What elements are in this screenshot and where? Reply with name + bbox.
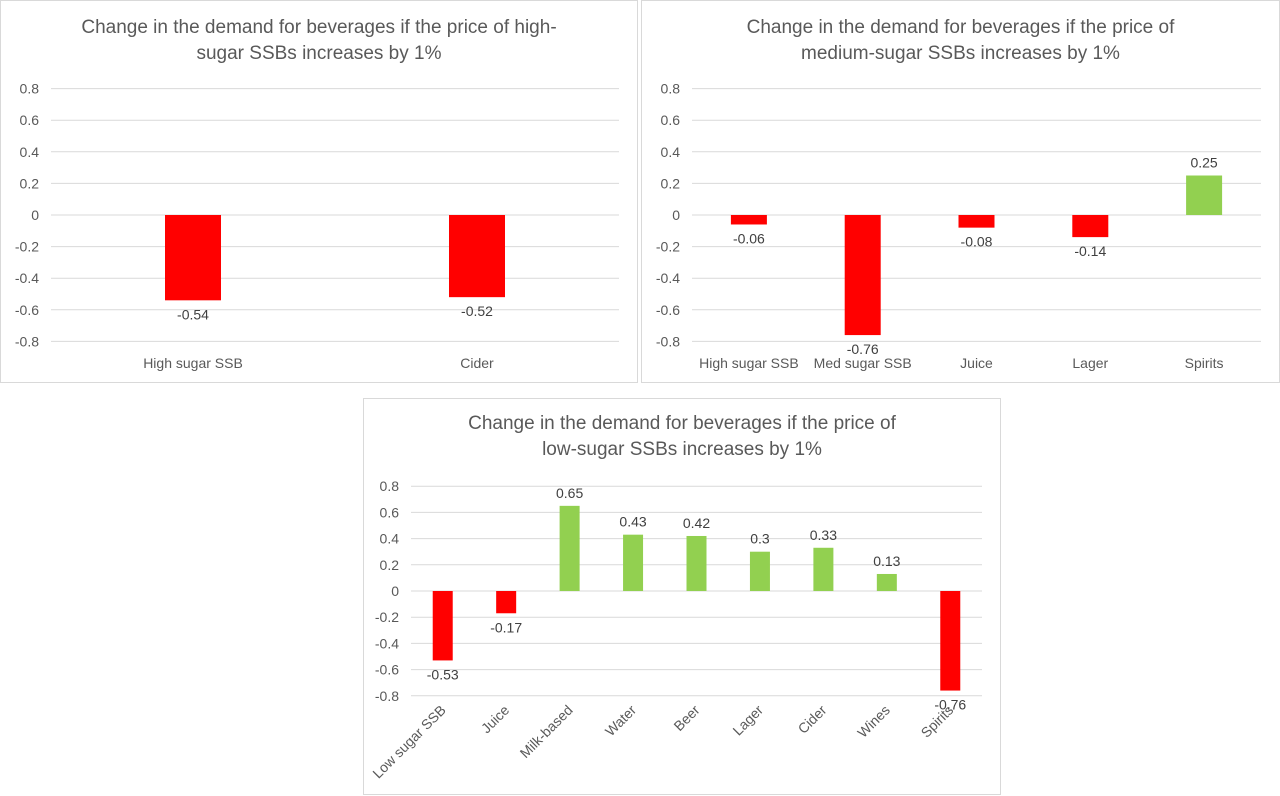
y-tick-label: 0.6 xyxy=(380,504,400,520)
data-label: 0.43 xyxy=(619,514,646,530)
data-label: 0.25 xyxy=(1190,155,1217,171)
y-tick-label: -0.8 xyxy=(375,688,399,704)
data-label: -0.54 xyxy=(177,306,209,322)
y-tick-label: -0.4 xyxy=(15,270,39,286)
bar xyxy=(165,215,221,301)
category-label: High sugar SSB xyxy=(699,355,799,371)
bar-chart-medium-sugar: 0.8 0.6 0.4 0.2 0 -0.2 -0.4 -0.6 -0.8 -0.06 High s… xyxy=(656,81,1261,371)
data-label: -0.14 xyxy=(1074,243,1106,259)
data-label: 0.13 xyxy=(873,553,900,569)
bar xyxy=(730,215,767,225)
chart-panel-high-sugar: Change in the demand for beverages if th… xyxy=(0,0,638,383)
y-tick-label: -0.2 xyxy=(15,239,39,255)
data-label: -0.06 xyxy=(733,230,765,246)
category-label: Low sugar SSB xyxy=(369,702,449,782)
y-tick-label: -0.6 xyxy=(656,302,680,318)
bar xyxy=(623,534,644,591)
data-label: 0.65 xyxy=(556,485,583,501)
y-tick-label: 0.6 xyxy=(20,112,40,128)
y-tick-label: 0.4 xyxy=(661,144,681,160)
chart-panel-medium-sugar: Change in the demand for beverages if th… xyxy=(641,0,1280,383)
data-label: -0.53 xyxy=(427,666,459,682)
category-label: Water xyxy=(602,702,640,740)
y-tick-label: -0.2 xyxy=(656,239,680,255)
bar xyxy=(749,551,770,591)
y-tick-label: 0.2 xyxy=(380,557,400,573)
chart-panel-low-sugar: Change in the demand for beverages if th… xyxy=(363,398,1001,795)
bar xyxy=(449,215,505,298)
y-tick-label: 0 xyxy=(672,207,680,223)
y-tick-label: -0.6 xyxy=(375,662,399,678)
category-label: Wines xyxy=(854,702,893,741)
category-label: High sugar SSB xyxy=(143,355,243,371)
y-tick-label: 0.4 xyxy=(380,531,400,547)
data-label: -0.08 xyxy=(961,234,993,250)
y-tick-label: -0.8 xyxy=(656,333,680,349)
y-tick-label: -0.4 xyxy=(375,635,399,651)
data-label: -0.76 xyxy=(934,697,966,713)
category-label: Cider xyxy=(460,355,494,371)
y-tick-label: -0.6 xyxy=(15,302,39,318)
data-label: 0.33 xyxy=(810,527,837,543)
data-label: -0.17 xyxy=(490,619,522,635)
category-label: Lager xyxy=(1072,355,1108,371)
bar xyxy=(686,535,707,591)
y-tick-label: 0.6 xyxy=(661,112,681,128)
bar xyxy=(559,505,580,591)
data-label: 0.42 xyxy=(683,515,710,531)
bar xyxy=(813,547,834,591)
category-label: Milk-based xyxy=(517,702,576,761)
bar xyxy=(940,591,961,691)
y-tick-label: -0.4 xyxy=(656,270,680,286)
y-tick-label: 0.8 xyxy=(661,81,681,97)
category-label: Lager xyxy=(729,702,766,739)
bar xyxy=(876,573,897,591)
category-label: Med sugar SSB xyxy=(814,355,912,371)
y-tick-label: 0.2 xyxy=(20,175,40,191)
bar xyxy=(496,591,517,614)
data-label: -0.76 xyxy=(847,341,879,357)
category-label: Juice xyxy=(478,702,513,737)
data-label: 0.3 xyxy=(750,531,770,547)
category-label: Juice xyxy=(960,355,993,371)
y-tick-label: -0.8 xyxy=(15,333,39,349)
bar xyxy=(1186,175,1223,215)
category-label: Spirits xyxy=(1185,355,1224,371)
chart-title: Change in the demand for beverages if th… xyxy=(468,413,896,460)
y-tick-label: 0.2 xyxy=(661,175,681,191)
category-label: Beer xyxy=(670,702,702,734)
y-tick-label: 0.8 xyxy=(20,81,40,97)
chart-title: Change in the demand for beverages if th… xyxy=(81,17,557,64)
bar xyxy=(958,215,995,228)
y-tick-label: 0 xyxy=(391,583,399,599)
bar-chart-low-sugar: 0.8 0.6 0.4 0.2 0 -0.2 -0.4 -0.6 -0.8 -0.53 Low su… xyxy=(369,478,982,782)
bar xyxy=(432,591,453,661)
y-tick-label: 0.8 xyxy=(380,478,400,494)
category-label: Cider xyxy=(795,702,830,737)
bar xyxy=(1072,215,1109,238)
chart-title: Change in the demand for beverages if th… xyxy=(746,17,1175,64)
bar xyxy=(844,215,881,336)
y-tick-label: 0.4 xyxy=(20,144,40,160)
y-tick-label: -0.2 xyxy=(375,609,399,625)
data-label: -0.52 xyxy=(461,303,493,319)
y-tick-label: 0 xyxy=(31,207,39,223)
bar-chart-high-sugar: 0.8 0.6 0.4 0.2 0 -0.2 -0.4 -0.6 -0.8 -0.54 High s… xyxy=(15,81,619,371)
